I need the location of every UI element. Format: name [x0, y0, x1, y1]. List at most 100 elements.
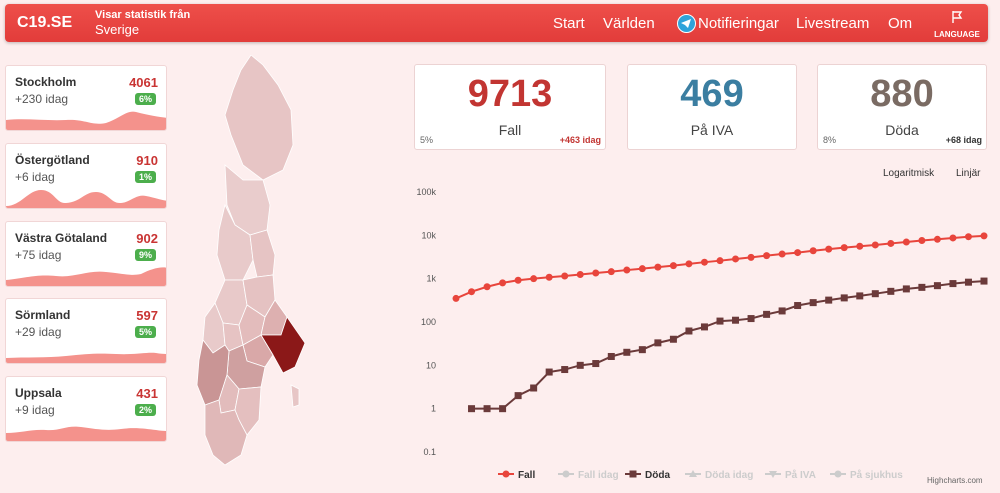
- chart-credits[interactable]: Highcharts.com: [927, 476, 983, 485]
- legend-item-fall-idag[interactable]: Fall idag: [558, 470, 619, 481]
- data-point[interactable]: [638, 265, 646, 273]
- map-region-gotland[interactable]: [290, 384, 300, 408]
- data-point[interactable]: [499, 405, 507, 413]
- data-point[interactable]: [840, 294, 848, 302]
- data-point[interactable]: [716, 257, 724, 265]
- data-point[interactable]: [949, 234, 957, 242]
- data-point[interactable]: [887, 239, 895, 247]
- scale-linear-button[interactable]: Linjär: [956, 168, 981, 179]
- data-point[interactable]: [499, 279, 507, 287]
- data-point[interactable]: [732, 316, 740, 324]
- data-point[interactable]: [545, 368, 553, 376]
- data-point[interactable]: [825, 245, 833, 253]
- data-point[interactable]: [483, 283, 491, 291]
- telegram-icon[interactable]: [677, 14, 696, 33]
- data-point[interactable]: [871, 290, 879, 298]
- data-point[interactable]: [902, 238, 910, 246]
- data-point[interactable]: [576, 361, 584, 369]
- map-region-vasternorrland[interactable]: [249, 229, 276, 278]
- region-card-stockholm[interactable]: Stockholm 4061 +230 idag 6%: [5, 65, 167, 131]
- data-point[interactable]: [918, 283, 926, 291]
- data-point[interactable]: [856, 242, 864, 250]
- data-point[interactable]: [902, 285, 910, 293]
- nav-notifications[interactable]: Notifieringar: [698, 15, 779, 32]
- data-point[interactable]: [840, 244, 848, 252]
- data-point[interactable]: [918, 236, 926, 244]
- data-point[interactable]: [685, 327, 693, 335]
- legend-item-på-iva[interactable]: På IVA: [765, 469, 816, 481]
- data-point[interactable]: [514, 276, 522, 284]
- stat-box-icu[interactable]: 469 På IVA: [627, 64, 797, 150]
- region-card-sormland[interactable]: Sörmland 597 +29 idag 5%: [5, 298, 167, 364]
- data-point[interactable]: [623, 266, 631, 274]
- data-point[interactable]: [561, 272, 569, 280]
- data-point[interactable]: [700, 258, 708, 266]
- stat-box-deaths[interactable]: 880 Döda 8% +68 idag: [817, 64, 987, 150]
- legend-item-döda[interactable]: Döda: [625, 470, 670, 481]
- data-point[interactable]: [514, 392, 522, 400]
- legend-item-på-sjukhus[interactable]: På sjukhus: [830, 469, 903, 481]
- data-point[interactable]: [638, 346, 646, 354]
- data-point[interactable]: [545, 273, 553, 281]
- data-point[interactable]: [607, 352, 615, 360]
- data-point[interactable]: [607, 268, 615, 276]
- data-point[interactable]: [468, 405, 476, 413]
- language-button[interactable]: LANGUAGE: [932, 10, 982, 39]
- data-point[interactable]: [669, 335, 677, 343]
- data-point[interactable]: [576, 270, 584, 278]
- data-point[interactable]: [871, 241, 879, 249]
- data-point[interactable]: [452, 294, 460, 302]
- data-point[interactable]: [654, 263, 662, 271]
- data-point[interactable]: [716, 317, 724, 325]
- data-point[interactable]: [530, 275, 538, 283]
- data-point[interactable]: [949, 280, 957, 288]
- data-point[interactable]: [887, 287, 895, 295]
- sweden-region-map[interactable]: [195, 55, 320, 467]
- region-card-vastra-gotaland[interactable]: Västra Götaland 902 +75 idag 9%: [5, 221, 167, 287]
- data-point[interactable]: [747, 315, 755, 323]
- stat-box-cases[interactable]: 9713 Fall 5% +463 idag: [414, 64, 606, 150]
- data-point[interactable]: [778, 307, 786, 315]
- nav-world[interactable]: Världen: [603, 15, 655, 32]
- data-point[interactable]: [825, 296, 833, 304]
- data-point[interactable]: [561, 366, 569, 374]
- region-card-ostergotland[interactable]: Östergötland 910 +6 idag 1%: [5, 143, 167, 209]
- data-point[interactable]: [623, 348, 631, 356]
- data-point[interactable]: [856, 292, 864, 300]
- data-point[interactable]: [964, 233, 972, 241]
- region-card-uppsala[interactable]: Uppsala 431 +9 idag 2%: [5, 376, 167, 442]
- data-point[interactable]: [933, 282, 941, 290]
- legend-item-döda-idag[interactable]: Döda idag: [685, 470, 753, 481]
- data-point[interactable]: [794, 302, 802, 310]
- data-point[interactable]: [964, 278, 972, 286]
- map-region-skane[interactable]: [204, 399, 248, 466]
- data-point[interactable]: [778, 250, 786, 258]
- data-point[interactable]: [809, 299, 817, 307]
- legend-item-fall[interactable]: Fall: [498, 470, 535, 481]
- data-point[interactable]: [700, 323, 708, 331]
- data-point[interactable]: [685, 260, 693, 268]
- nav-start[interactable]: Start: [553, 15, 585, 32]
- data-point[interactable]: [483, 405, 491, 413]
- nav-about[interactable]: Om: [888, 15, 913, 32]
- data-point[interactable]: [468, 288, 476, 296]
- data-point[interactable]: [654, 339, 662, 347]
- data-point[interactable]: [763, 310, 771, 318]
- data-point[interactable]: [980, 232, 988, 240]
- data-point[interactable]: [592, 269, 600, 277]
- data-point[interactable]: [763, 252, 771, 260]
- series-line-döda[interactable]: [471, 280, 985, 410]
- data-point[interactable]: [530, 384, 538, 392]
- data-point[interactable]: [592, 360, 600, 368]
- country-selector[interactable]: Visar statistik från Sverige: [95, 10, 190, 37]
- data-point[interactable]: [809, 247, 817, 255]
- data-point[interactable]: [747, 253, 755, 261]
- data-point[interactable]: [933, 235, 941, 243]
- data-point[interactable]: [732, 255, 740, 263]
- map-region-norrbotten[interactable]: [224, 55, 294, 181]
- nav-livestream[interactable]: Livestream: [796, 15, 870, 32]
- scale-log-button[interactable]: Logaritmisk: [883, 168, 935, 179]
- data-point[interactable]: [794, 249, 802, 257]
- data-point[interactable]: [980, 277, 988, 285]
- brand-logo[interactable]: C19.SE: [17, 14, 73, 31]
